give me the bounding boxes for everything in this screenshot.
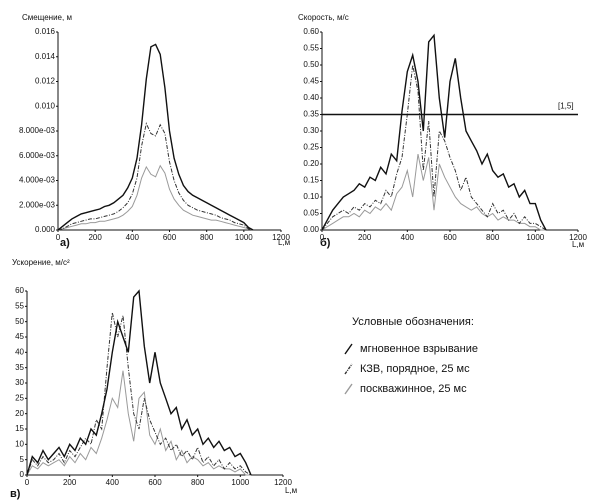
y-tick-label: 35 [15, 363, 24, 372]
y-tick-label: 20 [15, 409, 24, 418]
x-axis-label: L,м [572, 240, 584, 249]
y-tick-label: 2.000e-03 [19, 200, 56, 209]
y-tick-label: 50 [15, 317, 24, 326]
data-line [57, 43, 254, 231]
x-tick-label: 400 [401, 233, 415, 242]
y-tick-label: 5 [20, 455, 25, 464]
x-tick-label: 600 [443, 233, 457, 242]
y-tick-label: 60 [15, 286, 24, 295]
y-tick-label: 0.15 [303, 176, 319, 185]
x-tick-label: 200 [358, 233, 372, 242]
y-tick-label: 0.010 [35, 101, 56, 110]
legend-swatch [344, 363, 353, 375]
y-tick-label: 30 [15, 378, 24, 387]
x-tick-label: 600 [163, 233, 177, 242]
x-tick-label: 1000 [235, 233, 253, 242]
panel-label: а) [60, 237, 70, 249]
axis-title: Смещение, м [22, 13, 72, 22]
x-tick-label: 600 [148, 478, 162, 487]
y-tick-label: 0.60 [303, 27, 319, 36]
y-tick-label: 0.40 [303, 93, 319, 102]
y-tick-label: 0.10 [303, 192, 319, 201]
x-tick-label: 1200 [274, 478, 292, 487]
y-tick-label: 25 [15, 393, 24, 402]
y-tick-label: 0.012 [35, 77, 56, 86]
x-tick-label: 400 [106, 478, 120, 487]
y-tick-label: 0.00 [303, 225, 319, 234]
threshold-label: [1,5] [558, 102, 574, 111]
data-line [26, 370, 251, 476]
y-tick-label: 45 [15, 332, 24, 341]
data-line [26, 312, 252, 476]
y-tick-label: 0.20 [303, 159, 319, 168]
axis-title: Ускорение, м/с² [12, 258, 70, 267]
x-tick-label: 200 [88, 233, 102, 242]
x-tick-label: 800 [200, 233, 214, 242]
x-tick-label: 800 [486, 233, 500, 242]
x-tick-label: 800 [191, 478, 205, 487]
x-axis-label: L,м [285, 486, 297, 495]
y-tick-label: 40 [15, 347, 24, 356]
data-line [57, 122, 254, 231]
y-tick-label: 4.000e-03 [19, 176, 56, 185]
y-tick-label: 0.35 [303, 110, 319, 119]
x-tick-label: 1200 [272, 233, 290, 242]
x-tick-label: 0 [56, 233, 61, 242]
y-tick-label: 0.30 [303, 126, 319, 135]
y-tick-label: 0 [20, 470, 25, 479]
panel-label: в) [10, 488, 21, 500]
legend-label: КЗВ, порядное, 25 мс [360, 363, 470, 375]
legend-title: Условные обозначения: [352, 316, 474, 328]
data-line [57, 164, 254, 231]
x-tick-label: 400 [126, 233, 140, 242]
legend-swatch [344, 343, 353, 355]
data-line [321, 33, 547, 231]
y-tick-label: 0.25 [303, 143, 319, 152]
y-tick-label: 10 [15, 439, 24, 448]
y-tick-label: 0.45 [303, 77, 319, 86]
panel-label: б) [320, 237, 331, 249]
legend-label: мгновенное взрывание [360, 343, 478, 355]
x-tick-label: 0 [25, 478, 30, 487]
y-tick-label: 15 [15, 424, 24, 433]
y-tick-label: 0.50 [303, 60, 319, 69]
legend-label: поскважинное, 25 мс [360, 383, 467, 395]
y-tick-label: 0.05 [303, 209, 319, 218]
x-tick-label: 200 [63, 478, 77, 487]
y-tick-label: 0.014 [35, 52, 56, 61]
x-tick-label: 0 [320, 233, 325, 242]
axis-title: Скорость, м/с [298, 13, 349, 22]
y-tick-label: 8.000e-03 [19, 126, 56, 135]
legend-swatch [344, 383, 353, 395]
data-line [26, 289, 252, 476]
x-tick-label: 1200 [569, 233, 587, 242]
x-tick-label: 1000 [526, 233, 544, 242]
y-tick-label: 55 [15, 301, 24, 310]
y-tick-label: 0.55 [303, 44, 319, 53]
y-tick-label: 6.000e-03 [19, 151, 56, 160]
data-line [321, 64, 547, 231]
x-tick-label: 1000 [231, 478, 249, 487]
x-axis-label: L,м [278, 238, 290, 247]
y-tick-label: 0.000 [35, 225, 56, 234]
y-tick-label: 0.016 [35, 27, 56, 36]
